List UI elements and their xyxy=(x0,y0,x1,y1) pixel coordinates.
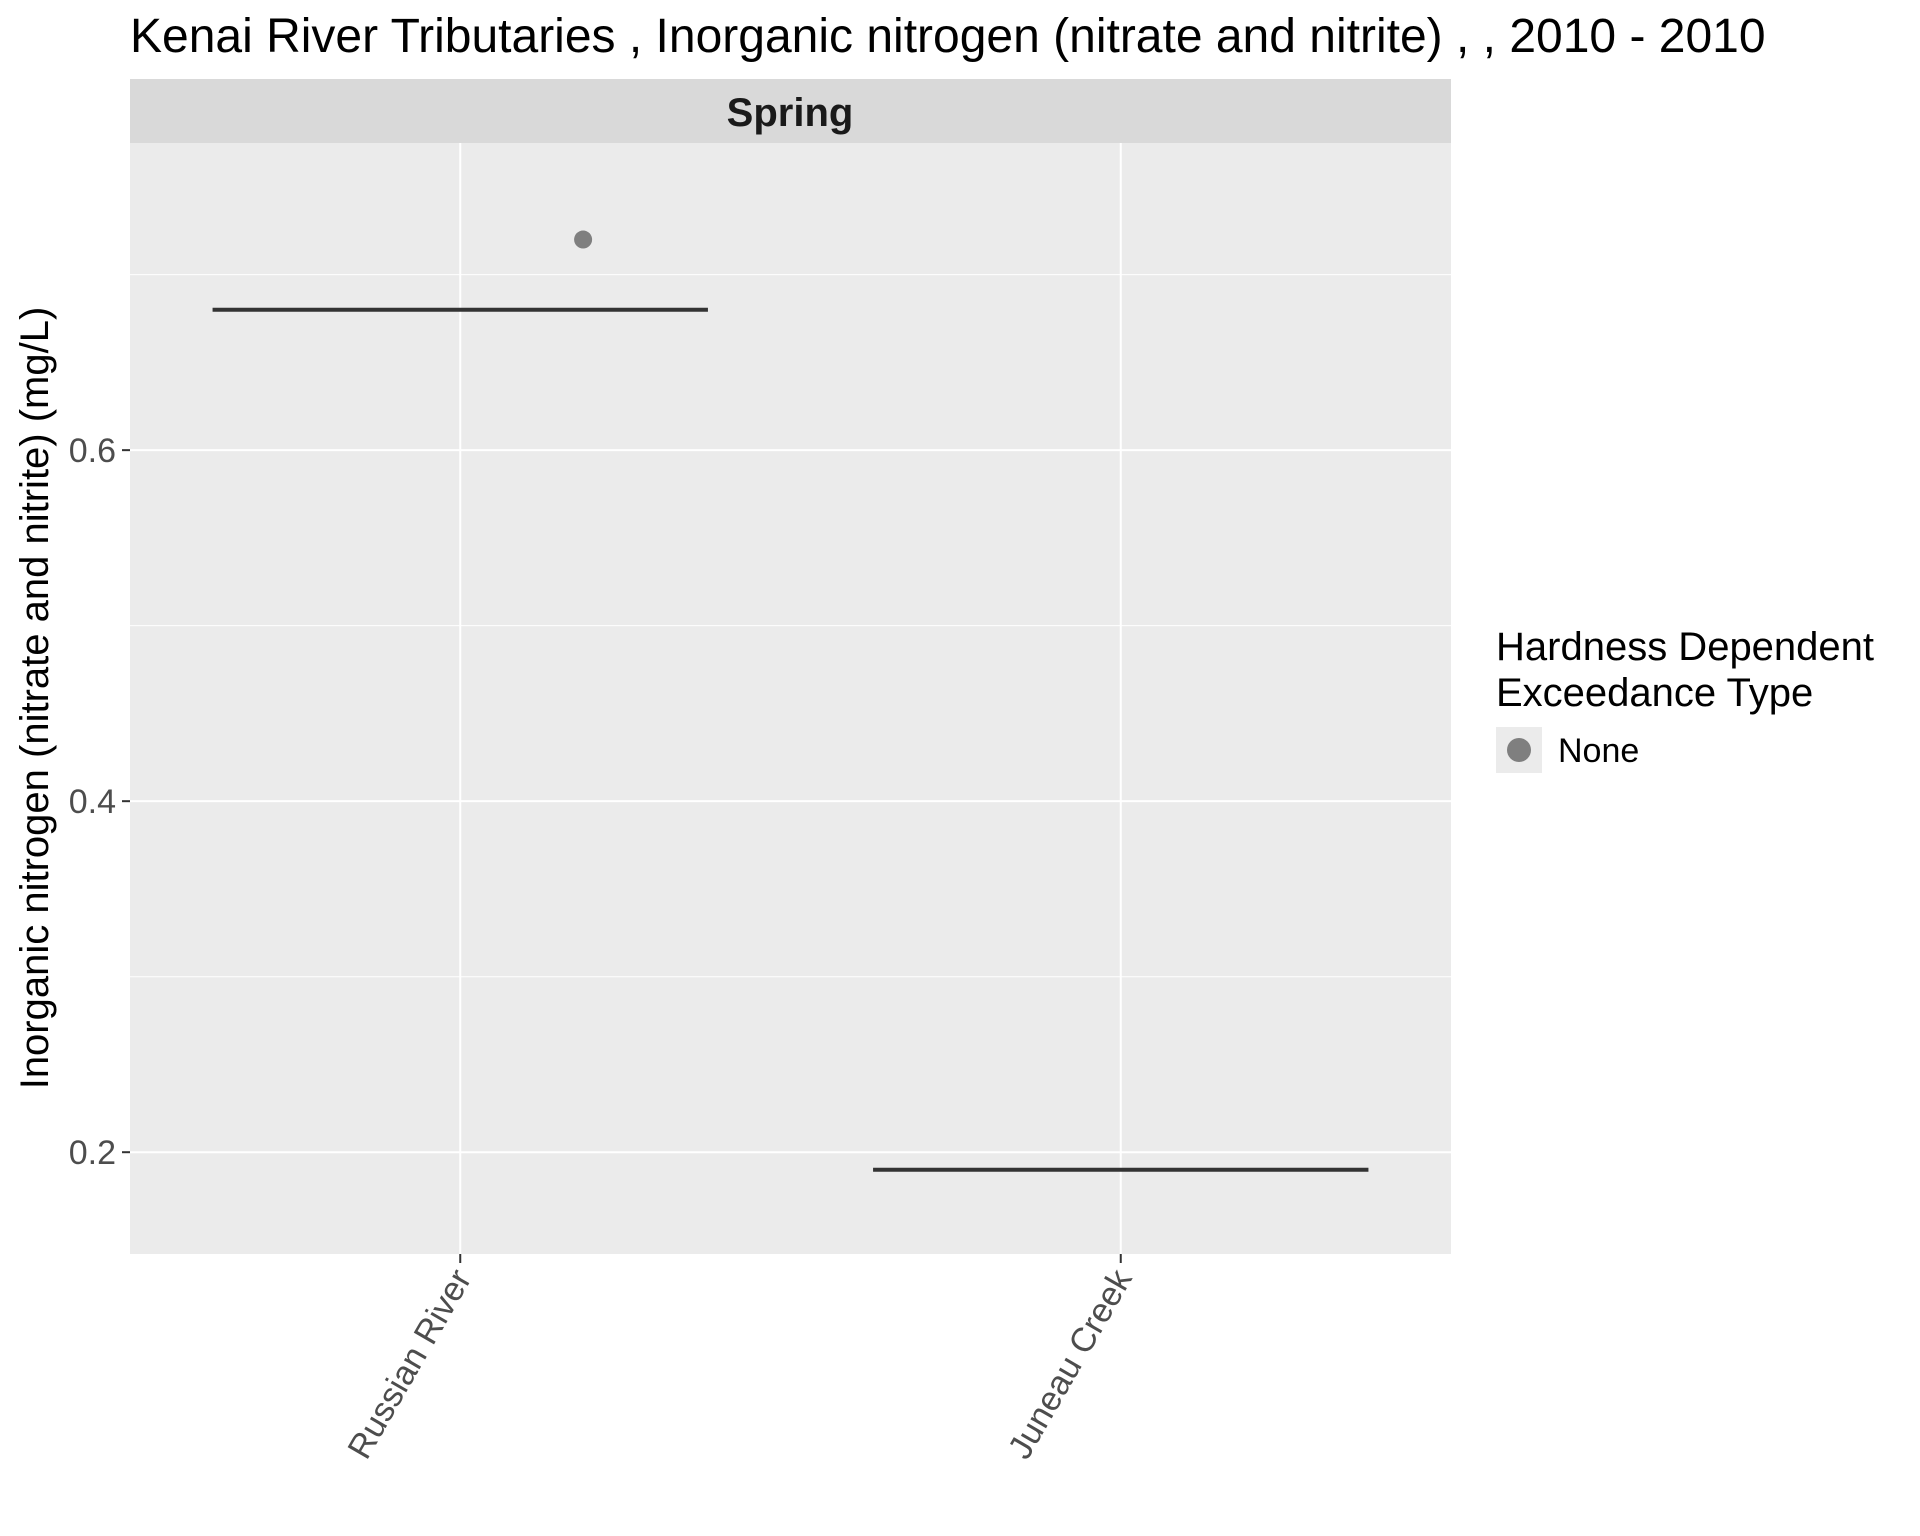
category-lines xyxy=(212,307,1369,1172)
y-tick-label: 0.4 xyxy=(69,783,116,821)
y-axis-title: Inorganic nitrogen (nitrate and nitrite)… xyxy=(13,307,57,1090)
y-axis: 0.2 0.4 0.6 xyxy=(69,432,130,1172)
data-points xyxy=(574,230,593,249)
legend-title-line-2: Exceedance Type xyxy=(1496,671,1813,715)
gridlines xyxy=(130,143,1451,1254)
data-point xyxy=(574,230,593,249)
facet-strip xyxy=(130,79,1451,143)
legend-label-none: None xyxy=(1558,732,1639,770)
legend-key-dot xyxy=(1507,738,1531,762)
y-tick-label: 0.6 xyxy=(69,432,116,470)
y-tick-label: 0.2 xyxy=(69,1134,116,1172)
x-tick-label: Russian River xyxy=(340,1263,479,1465)
facet-strip-label: Spring xyxy=(727,91,854,135)
x-tick-label: Juneau Creek xyxy=(1001,1262,1140,1465)
plot-panel xyxy=(130,143,1451,1254)
legend-title-line-1: Hardness Dependent xyxy=(1496,625,1874,669)
legend: Hardness Dependent Exceedance Type None xyxy=(1496,625,1874,773)
chart-title: Kenai River Tributaries , Inorganic nitr… xyxy=(130,10,1766,63)
x-axis: Russian River Juneau Creek xyxy=(340,1254,1140,1465)
